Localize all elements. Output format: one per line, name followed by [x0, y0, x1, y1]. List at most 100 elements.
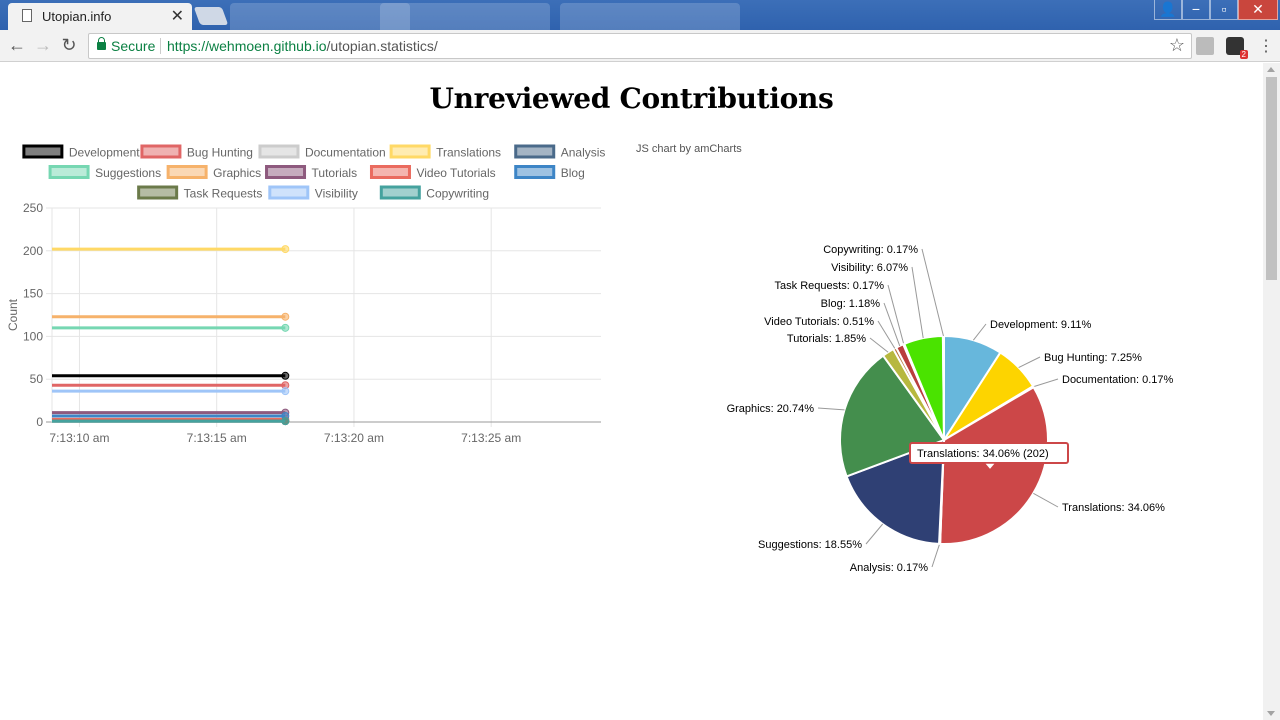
slice-label: Copywriting: 0.17% — [823, 244, 918, 256]
data-point — [281, 245, 290, 254]
extension-badge-icon[interactable]: 2 — [1226, 37, 1248, 59]
divider — [160, 38, 161, 54]
legend-label: Visibility — [315, 187, 358, 201]
scroll-thumb[interactable] — [1266, 77, 1277, 280]
slice-label: Analysis: 0.17% — [850, 562, 928, 574]
legend-item: Graphics — [166, 165, 261, 180]
user-icon[interactable]: 👤 — [1154, 0, 1182, 20]
y-tick-label: 50 — [30, 372, 44, 386]
data-point — [281, 417, 290, 426]
leader-line — [1033, 378, 1059, 388]
legend-swatch — [140, 144, 182, 159]
forward-icon[interactable]: → — [34, 35, 52, 55]
new-tab-button[interactable] — [193, 7, 229, 25]
restore-icon[interactable]: ▫ — [1210, 0, 1238, 20]
line-chart: Development Bug Hunting Documentation Trans… — [6, 144, 606, 445]
scroll-up-icon[interactable] — [1267, 67, 1275, 72]
legend-item: Bug Hunting — [140, 144, 253, 160]
leader-line — [865, 523, 884, 545]
url-path: /utopian.statistics/ — [326, 38, 438, 54]
slice-label: Development: 9.11% — [990, 319, 1092, 331]
legend-swatch — [379, 185, 421, 200]
legend-swatch — [166, 165, 208, 179]
legend-label: Bug Hunting — [187, 146, 253, 160]
legend-label: Development — [69, 146, 140, 160]
page-icon — [22, 9, 32, 22]
slice-label: Bug Hunting: 7.25% — [1044, 352, 1142, 364]
leader-line — [931, 543, 941, 568]
legend-swatch — [22, 144, 64, 159]
data-point — [281, 323, 290, 332]
chart-credit: JS chart by amCharts — [636, 143, 742, 155]
legend-item: Visibility — [268, 185, 358, 201]
legend-label: Suggestions — [95, 166, 161, 180]
reload-icon[interactable]: ↻ — [61, 35, 77, 55]
leader-line — [911, 266, 924, 339]
tooltip-pointer — [982, 462, 998, 472]
background-tab[interactable] — [380, 3, 550, 30]
close-window-icon[interactable]: ✕ — [1238, 0, 1278, 20]
data-point — [281, 371, 290, 380]
legend-item: Copywriting — [379, 185, 489, 201]
leader-line — [883, 302, 901, 347]
background-tab[interactable] — [560, 3, 740, 30]
data-point — [281, 387, 290, 396]
background-tab[interactable] — [230, 3, 410, 30]
scrollbar[interactable] — [1263, 63, 1280, 720]
legend-label: Analysis — [561, 146, 606, 160]
x-tick-label: 7:13:10 am — [49, 431, 109, 445]
x-tick-label: 7:13:20 am — [324, 431, 384, 445]
title-bar: Utopian.info ✕ 👤 − ▫ ✕ — [0, 0, 1280, 30]
pie-slice — [941, 334, 945, 441]
active-tab[interactable]: Utopian.info ✕ — [8, 3, 192, 30]
legend-swatch — [48, 165, 90, 179]
slice-label: Suggestions: 18.55% — [758, 539, 862, 551]
legend-swatch — [268, 185, 310, 200]
legend-swatch — [514, 144, 556, 159]
pie-slice — [845, 438, 946, 545]
tab-close-icon[interactable]: ✕ — [170, 8, 184, 25]
url-text: https://wehmoen.github.io/utopian.statis… — [167, 38, 438, 54]
slice-label: Tutorials: 1.85% — [787, 333, 866, 345]
scroll-down-icon[interactable] — [1267, 711, 1275, 716]
bookmark-star-icon[interactable]: ☆ — [1168, 35, 1185, 55]
legend-item: Analysis — [514, 144, 606, 160]
slice-label: Documentation: 0.17% — [1062, 374, 1174, 386]
legend-item: Documentation — [258, 144, 386, 160]
browser-toolbar: ← → ↻ Secure https://wehmoen.github.io/u… — [0, 30, 1280, 62]
url-host: https://wehmoen.github.io — [167, 38, 327, 54]
tab-title: Utopian.info — [42, 9, 112, 24]
legend-label: Task Requests — [184, 187, 263, 201]
y-axis-title: Count — [6, 298, 20, 331]
leader-line — [869, 337, 889, 353]
pie-tooltip: Translations: 34.06% (202) — [909, 442, 1069, 472]
legend-item: Blog — [514, 165, 585, 180]
legend-item: Suggestions — [48, 165, 161, 180]
legend-swatch — [258, 144, 300, 159]
legend-swatch — [389, 144, 431, 159]
secure-label: Secure — [111, 38, 156, 54]
data-point — [281, 312, 290, 321]
tooltip-text: Translations: 34.06% (202) — [917, 448, 1049, 460]
legend-label: Translations — [436, 146, 501, 160]
legend-label: Tutorials — [312, 166, 358, 180]
legend-swatch — [265, 165, 307, 179]
x-tick-label: 7:13:25 am — [461, 431, 521, 445]
slice-label: Graphics: 20.74% — [727, 403, 815, 415]
slice-label: Video Tutorials: 0.51% — [764, 316, 874, 328]
leader-line — [972, 323, 987, 341]
legend-label: Copywriting — [426, 187, 489, 201]
y-tick-label: 100 — [23, 329, 43, 343]
legend-label: Documentation — [305, 146, 386, 160]
minimize-icon[interactable]: − — [1182, 0, 1210, 20]
address-bar[interactable]: Secure https://wehmoen.github.io/utopian… — [88, 33, 1192, 59]
legend-item: Task Requests — [137, 185, 263, 201]
leader-line — [877, 320, 896, 349]
legend-label: Graphics — [213, 166, 261, 180]
back-icon[interactable]: ← — [8, 35, 26, 55]
leader-line — [921, 248, 944, 337]
browser-menu-icon[interactable]: ⋮ — [1258, 38, 1274, 55]
leader-line — [1033, 492, 1059, 508]
extension-icon[interactable] — [1196, 37, 1214, 55]
x-tick-label: 7:13:15 am — [187, 431, 247, 445]
